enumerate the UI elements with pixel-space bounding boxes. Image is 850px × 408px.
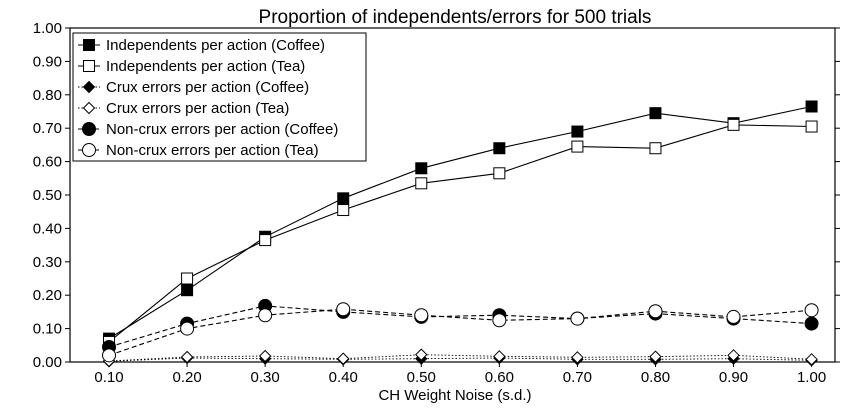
y-tick-label: 0.00: [33, 354, 62, 371]
data-point: [181, 284, 194, 297]
legend-marker: [82, 122, 96, 136]
data-point: [492, 313, 507, 328]
series-line-3: [108, 357, 812, 362]
data-point: [649, 142, 662, 155]
data-point: [337, 352, 350, 365]
data-point: [180, 350, 194, 364]
x-tick-label: 0.20: [172, 369, 201, 386]
data-point: [181, 272, 194, 285]
legend-marker: [83, 60, 95, 72]
data-point: [805, 353, 818, 366]
legend-label: Crux errors per action (Coffee): [106, 79, 309, 96]
x-axis-title: CH Weight Noise (s.d.): [378, 387, 531, 404]
data-point: [337, 204, 350, 217]
x-tick-label: 0.70: [563, 369, 592, 386]
y-tick-label: 1.00: [33, 20, 62, 37]
y-tick-label: 0.50: [33, 187, 62, 204]
x-tick-label: 0.50: [407, 369, 436, 386]
data-point: [571, 351, 584, 364]
legend-marker: [82, 80, 96, 94]
legend-marker: [82, 101, 96, 115]
legend-label: Independents per action (Coffee): [106, 37, 325, 54]
x-tick-label: 0.30: [251, 369, 280, 386]
data-point: [258, 349, 272, 363]
data-point: [804, 303, 819, 318]
series-points-6: [102, 302, 819, 363]
y-tick-label: 0.60: [33, 154, 62, 171]
data-point: [649, 107, 662, 120]
series-line-2: [108, 124, 812, 343]
y-tick-label: 0.40: [33, 220, 62, 237]
data-point: [102, 348, 117, 363]
y-tick-label: 0.70: [33, 120, 62, 137]
chart-title: Proportion of independents/errors for 50…: [259, 7, 652, 28]
data-point: [648, 304, 663, 319]
data-point: [414, 308, 429, 323]
x-tick-label: 0.40: [329, 369, 358, 386]
legend: Independents per action (Coffee) Independ…: [72, 32, 367, 162]
data-point: [649, 350, 662, 363]
legend-marker: [82, 143, 96, 157]
y-tick-label: 0.20: [33, 287, 62, 304]
data-point: [337, 192, 350, 205]
data-point: [493, 142, 506, 155]
data-point: [727, 349, 740, 362]
data-point: [415, 162, 428, 175]
legend-label: Non-crux errors per action (Coffee): [106, 121, 338, 138]
y-tick-label: 0.90: [33, 53, 62, 70]
data-point: [805, 120, 818, 133]
data-point: [258, 308, 273, 323]
data-point: [805, 100, 818, 113]
series-line-1: [108, 105, 812, 340]
data-point: [727, 118, 740, 131]
data-point: [259, 234, 272, 247]
series-line-4: [108, 354, 812, 362]
series-points-5: [102, 298, 819, 354]
legend-label: Independents per action (Tea): [106, 58, 305, 75]
data-point: [804, 316, 819, 331]
y-tick-label: 0.10: [33, 321, 62, 338]
data-point: [493, 167, 506, 180]
data-point: [571, 125, 584, 138]
data-point: [493, 350, 506, 363]
y-tick-label: 0.80: [33, 87, 62, 104]
series-line-6: [108, 308, 812, 356]
series-line-5: [108, 305, 812, 348]
legend-label: Non-crux errors per action (Tea): [106, 142, 319, 159]
legend-box: [72, 32, 367, 162]
x-tick-label: 0.90: [719, 369, 748, 386]
plot-area: 0.00 0.10 0.20 0.30 0.40 0.50 0.60 0.70 0.80 0.90…: [33, 20, 840, 386]
data-point: [571, 140, 584, 153]
x-tick-label: 0.10: [94, 369, 123, 386]
x-tick-label: 1.00: [797, 369, 826, 386]
x-tick-label: 0.80: [641, 369, 670, 386]
data-point: [415, 177, 428, 190]
data-point: [570, 311, 585, 326]
data-point: [336, 302, 351, 317]
data-point: [726, 309, 741, 324]
data-point: [180, 321, 195, 336]
y-tick-label: 0.30: [33, 254, 62, 271]
legend-label: Crux errors per action (Tea): [106, 100, 289, 117]
data-point: [415, 348, 428, 361]
x-tick-label: 0.60: [485, 369, 514, 386]
legend-marker: [83, 39, 95, 51]
series-points-3: [102, 351, 818, 368]
